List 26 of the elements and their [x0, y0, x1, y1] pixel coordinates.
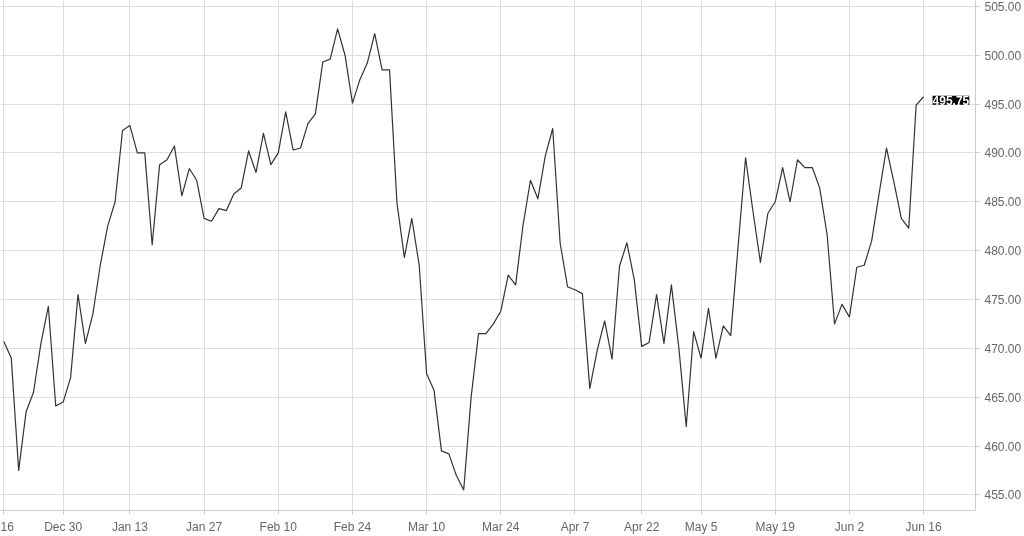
x-tick-label: Jun 2	[834, 519, 865, 534]
x-tick-label: May 19	[755, 519, 796, 534]
x-tick-label: Mar 10	[407, 519, 446, 534]
x-tick-label: Mar 24	[482, 519, 520, 534]
y-tick-label: 475.00	[984, 292, 1022, 307]
x-tick-label: Feb 10	[259, 519, 298, 534]
y-tick-label: 495.00	[984, 97, 1022, 112]
y-tick-label: 465.00	[984, 390, 1022, 405]
y-tick-label: 460.00	[984, 439, 1022, 454]
y-tick-label: 480.00	[984, 244, 1022, 259]
x-tick-label: 16	[0, 519, 15, 534]
y-tick-label: 485.00	[984, 195, 1022, 210]
y-tick-label: 455.00	[984, 488, 1022, 503]
line-series	[3, 28, 925, 491]
x-tick-label: Jun 16	[905, 519, 942, 534]
x-tick-label: Jan 27	[186, 519, 223, 534]
y-tick-label: 505.00	[984, 0, 1022, 14]
x-tick-label: May 5	[684, 519, 718, 534]
x-tick-label: Feb 24	[333, 519, 372, 534]
x-tick-label: Dec 30	[44, 519, 83, 534]
x-tick-label: Jan 13	[111, 519, 149, 534]
x-tick-label: Apr 7	[560, 519, 590, 534]
y-tick-label: 500.00	[984, 48, 1022, 63]
y-tick-label: 470.00	[984, 341, 1022, 356]
x-tick-label: Apr 22	[624, 519, 660, 534]
y-tick-label: 490.00	[984, 146, 1022, 161]
